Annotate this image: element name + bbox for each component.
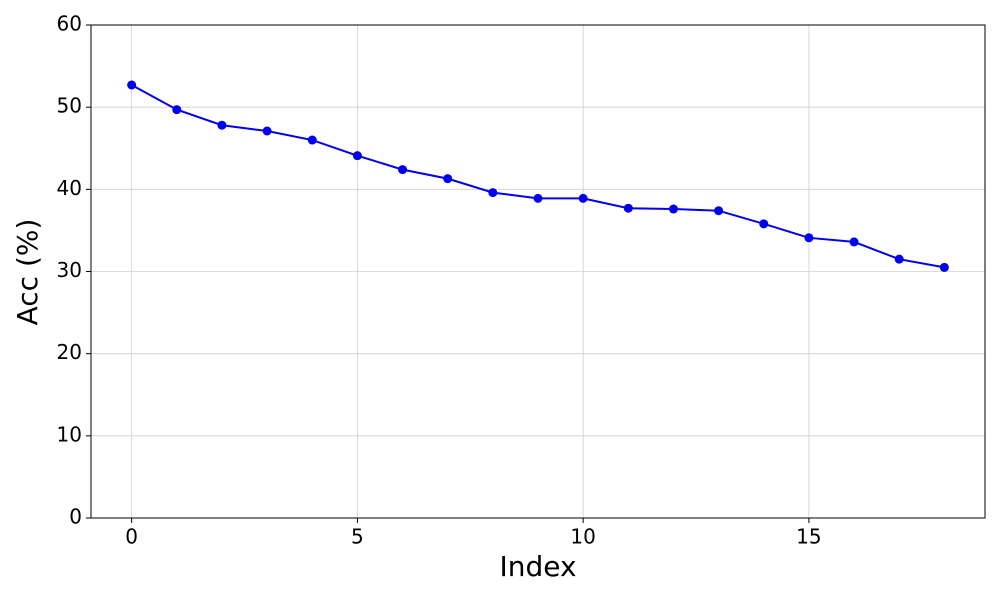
data-point bbox=[714, 206, 724, 216]
data-point bbox=[262, 126, 272, 136]
data-point bbox=[352, 151, 362, 161]
y-tick-label: 40 bbox=[57, 176, 82, 200]
y-tick-label: 60 bbox=[57, 12, 82, 36]
data-point bbox=[894, 254, 904, 264]
y-axis-label: Acc (%) bbox=[11, 219, 44, 326]
data-point bbox=[172, 105, 182, 115]
data-point bbox=[804, 233, 814, 243]
data-line bbox=[131, 84, 945, 269]
x-tick-label: 15 bbox=[796, 525, 821, 549]
data-point bbox=[443, 174, 453, 184]
data-point bbox=[849, 237, 859, 247]
data-point bbox=[939, 262, 949, 272]
data-point bbox=[307, 135, 317, 145]
y-tick-label: 10 bbox=[57, 422, 82, 446]
x-tick-label: 0 bbox=[125, 525, 138, 549]
plot-frame bbox=[90, 24, 986, 519]
data-point bbox=[668, 204, 678, 214]
data-point bbox=[217, 120, 227, 130]
data-point bbox=[127, 80, 137, 90]
y-tick-label: 0 bbox=[69, 505, 82, 529]
data-point bbox=[623, 203, 633, 213]
y-tick-label: 20 bbox=[57, 340, 82, 364]
x-tick-label: 10 bbox=[570, 525, 595, 549]
x-axis-label: Index bbox=[499, 550, 576, 583]
y-tick-label: 30 bbox=[57, 258, 82, 282]
y-tick-label: 50 bbox=[57, 94, 82, 118]
data-point bbox=[533, 193, 543, 203]
data-point bbox=[578, 193, 588, 203]
data-point bbox=[488, 188, 498, 198]
x-tick-label: 5 bbox=[351, 525, 364, 549]
data-point bbox=[398, 165, 408, 175]
data-point bbox=[759, 219, 769, 229]
